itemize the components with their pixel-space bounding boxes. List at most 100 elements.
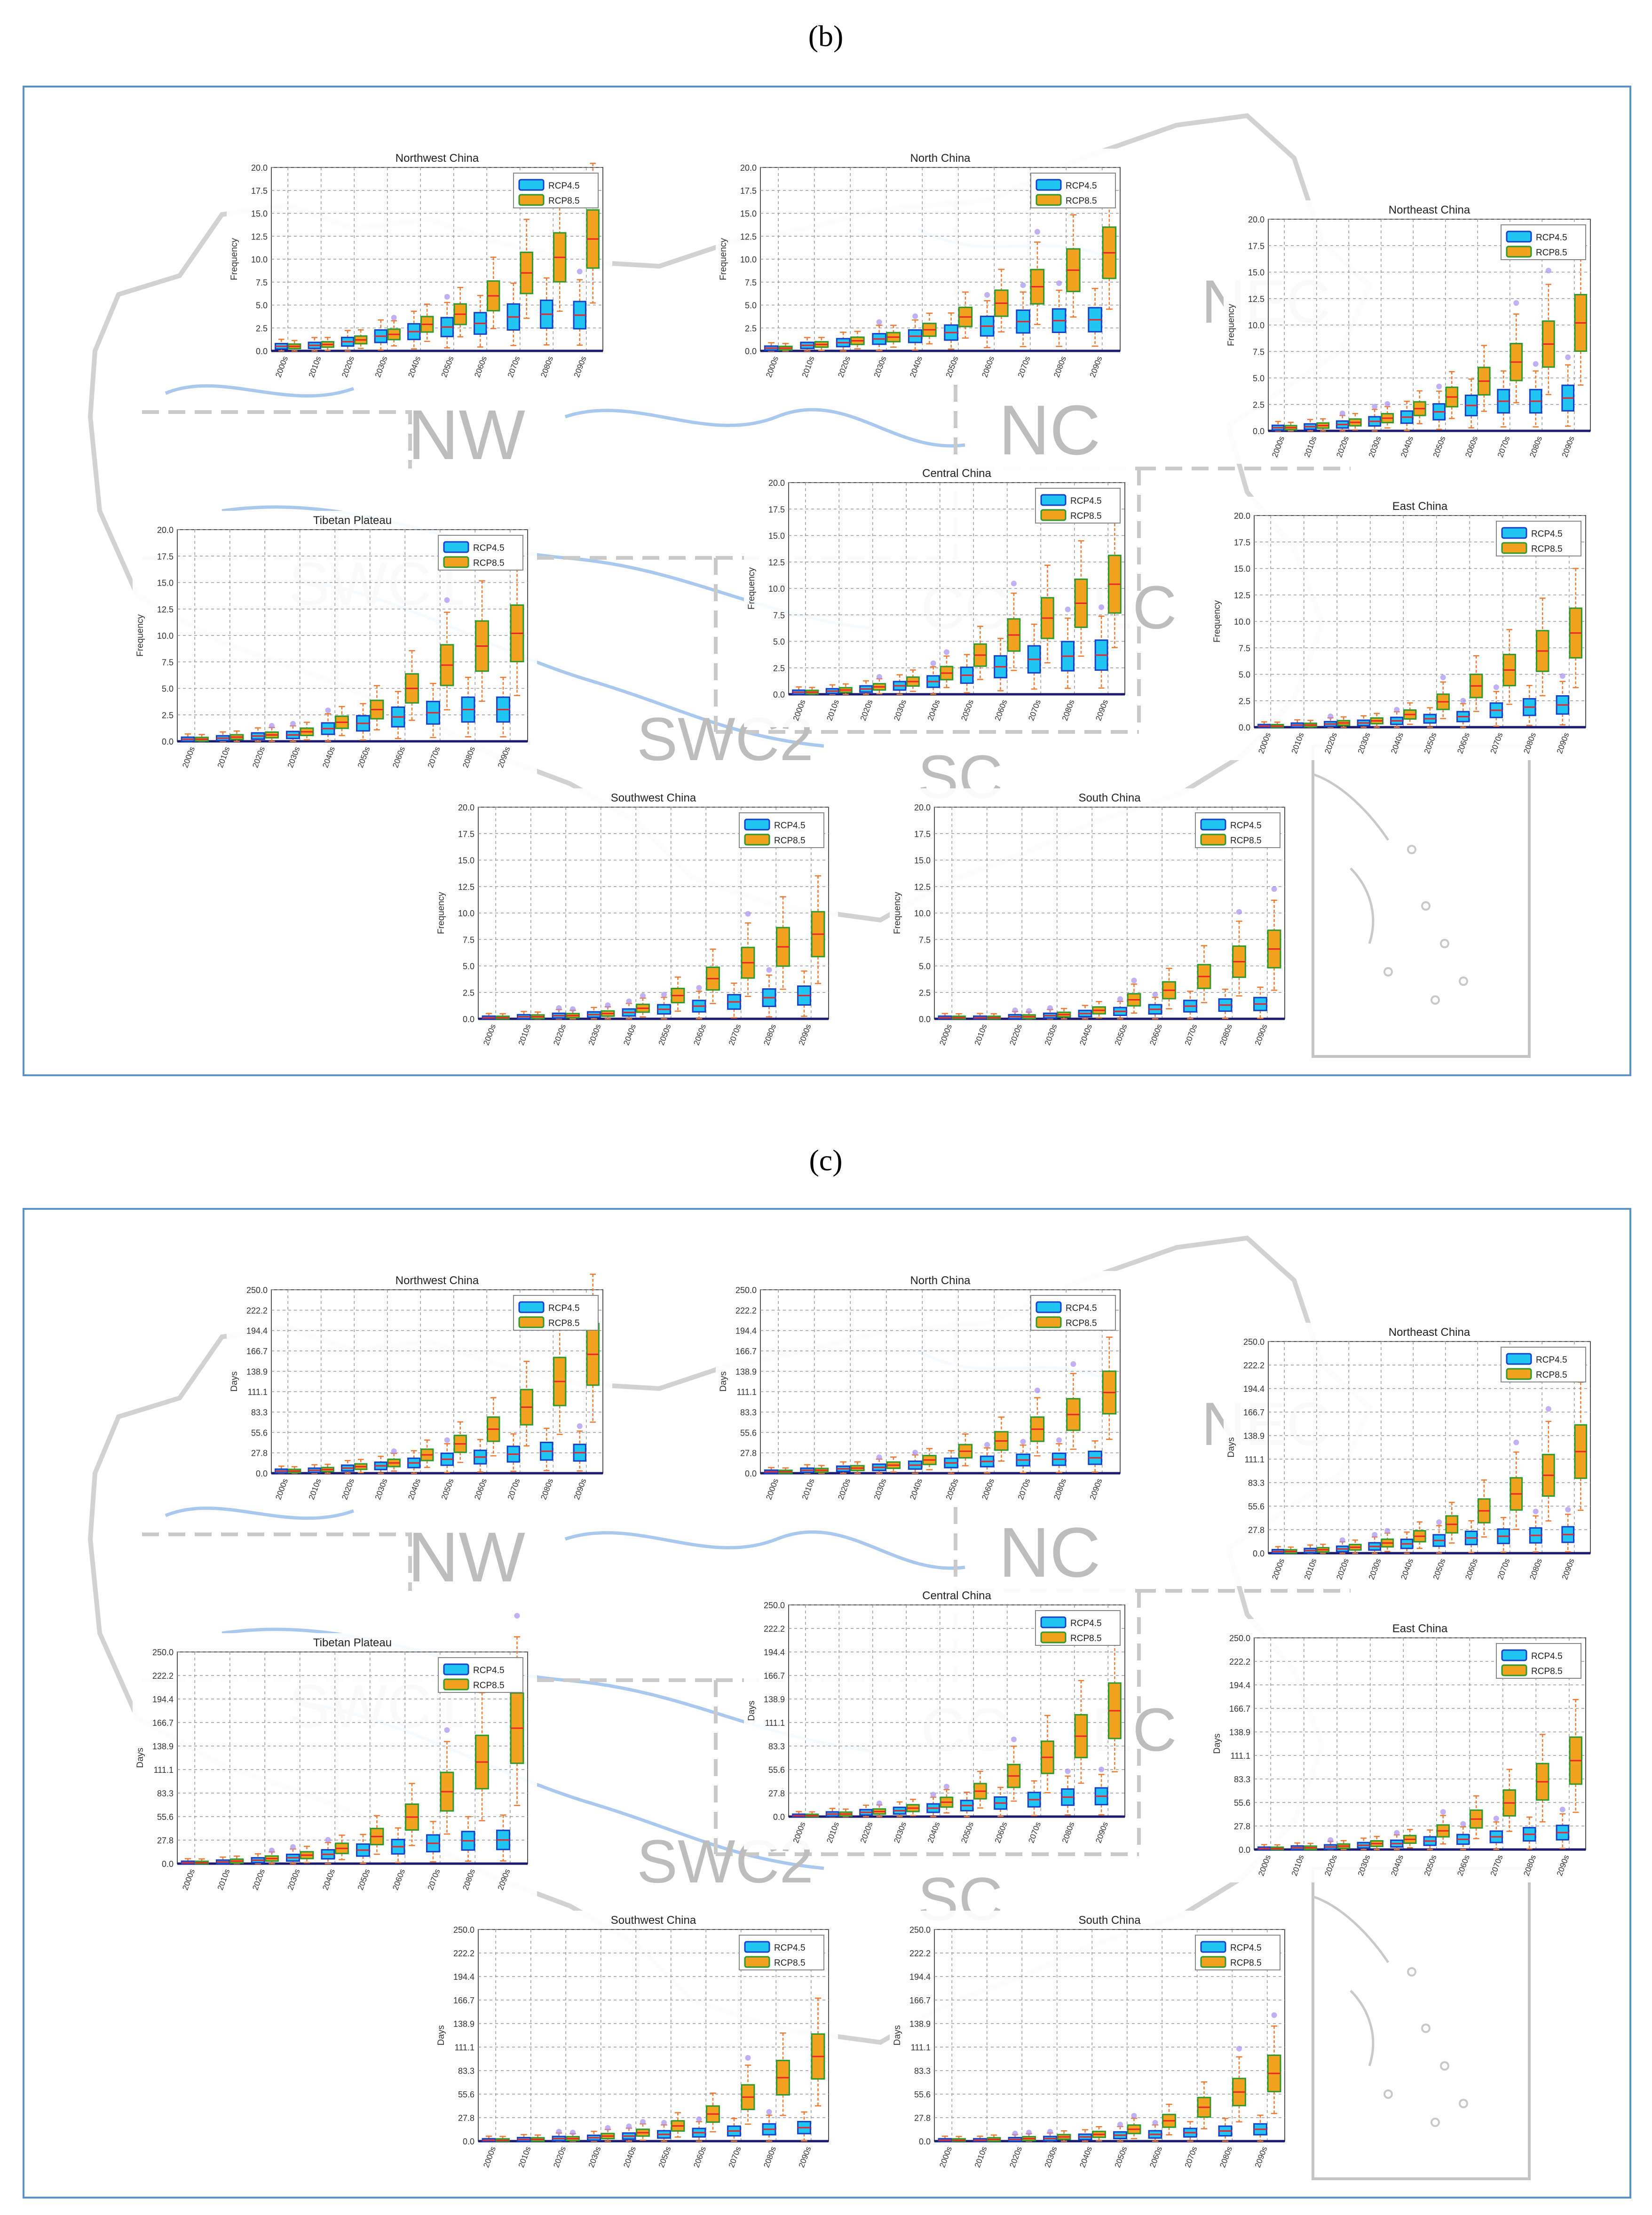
outlier-point bbox=[570, 1006, 576, 1012]
rcp85-box bbox=[566, 2129, 580, 2142]
legend-swatch bbox=[1501, 527, 1527, 539]
chart-title: Northwest China bbox=[395, 152, 479, 165]
outlier-point bbox=[1236, 2046, 1242, 2052]
rcp85-box bbox=[1370, 713, 1383, 728]
y-tick-label: 250.0 bbox=[152, 1648, 174, 1657]
outlier-point bbox=[1440, 1809, 1446, 1815]
rcp45-box bbox=[692, 985, 706, 1019]
y-tick-label: 10.0 bbox=[157, 631, 174, 641]
rcp45-box bbox=[1432, 383, 1446, 430]
outlier-point bbox=[1034, 229, 1040, 235]
rcp45-box bbox=[973, 1013, 987, 1020]
rcp45-box bbox=[1008, 1007, 1022, 1020]
legend-swatch bbox=[1200, 834, 1226, 846]
y-tick-label: 20.0 bbox=[458, 803, 474, 812]
outlier-point bbox=[1533, 361, 1539, 367]
rcp45-box bbox=[1523, 1816, 1536, 1850]
rcp45-box bbox=[1529, 361, 1542, 428]
rcp45-box bbox=[1113, 996, 1127, 1020]
y-tick-label: 222.2 bbox=[1229, 1657, 1250, 1667]
rcp85-box bbox=[1041, 564, 1054, 664]
rcp45-box bbox=[251, 1853, 265, 1865]
y-tick-label: 5.0 bbox=[1239, 670, 1250, 680]
y-tick-label: 17.5 bbox=[458, 829, 474, 839]
y-tick-label: 10.0 bbox=[768, 584, 785, 594]
rcp85-box bbox=[1057, 1008, 1071, 1020]
rcp85-box bbox=[1127, 2113, 1141, 2139]
rcp85-box bbox=[265, 723, 279, 742]
outlier-point bbox=[556, 1005, 562, 1011]
rcp45-box bbox=[356, 1834, 370, 1864]
outlier-point bbox=[1020, 282, 1026, 288]
chart-title: Northwest China bbox=[395, 1274, 479, 1287]
rcp45-box bbox=[1400, 400, 1414, 431]
y-tick-label: 83.3 bbox=[1234, 1775, 1250, 1784]
rcp85-box bbox=[706, 2092, 720, 2133]
rcp45-box bbox=[275, 339, 288, 352]
y-tick-label: 0.0 bbox=[773, 1812, 785, 1822]
y-tick-label: 2.5 bbox=[256, 324, 268, 333]
y-axis-label: Frequency bbox=[229, 238, 239, 280]
chart-southwest-china: 0.0 27.8 55.6 83.3 111.1 138.9 166.7 194.4 222.2… bbox=[434, 1911, 838, 2174]
outlier-point bbox=[391, 1448, 397, 1454]
outlier-point bbox=[1056, 280, 1062, 286]
legend: RCP4.5 RCP8.5 bbox=[1195, 1935, 1280, 1970]
legend-swatch bbox=[1035, 194, 1062, 206]
rcp45-box bbox=[356, 703, 370, 741]
region-label-nw: NW bbox=[408, 1517, 525, 1596]
rcp85-box bbox=[440, 1727, 454, 1835]
chart-title: East China bbox=[1392, 500, 1448, 513]
rcp85-box bbox=[288, 1466, 301, 1474]
y-tick-label: 166.7 bbox=[1229, 1704, 1250, 1714]
rcp85-box bbox=[778, 1467, 793, 1474]
y-tick-label: 166.7 bbox=[152, 1718, 174, 1728]
y-tick-label: 27.8 bbox=[157, 1836, 174, 1845]
legend-swatch bbox=[1200, 1956, 1226, 1968]
y-tick-label: 55.6 bbox=[157, 1812, 174, 1822]
y-tick-label: 222.2 bbox=[1243, 1361, 1265, 1370]
legend-swatch bbox=[1501, 1664, 1527, 1676]
y-tick-label: 83.3 bbox=[914, 2066, 931, 2076]
outlier-point bbox=[766, 2109, 772, 2115]
y-tick-label: 15.0 bbox=[251, 209, 268, 219]
y-tick-label: 194.4 bbox=[246, 1326, 268, 1336]
legend: RCP4.5 RCP8.5 bbox=[1496, 521, 1581, 556]
rcp45-box bbox=[1016, 1438, 1030, 1473]
rcp45-box bbox=[692, 2116, 706, 2142]
legend-label: RCP4.5 bbox=[473, 543, 505, 553]
chart-title: Central China bbox=[922, 1589, 991, 1602]
rcp85-box bbox=[1348, 1539, 1362, 1554]
y-tick-label: 17.5 bbox=[251, 186, 268, 196]
y-tick-label: 55.6 bbox=[251, 1428, 268, 1437]
y-tick-label: 138.9 bbox=[735, 1367, 757, 1376]
outlier-point bbox=[1236, 909, 1242, 915]
rcp45-box bbox=[461, 676, 475, 738]
outlier-point bbox=[1020, 1438, 1026, 1445]
legend: RCP4.5 RCP8.5 bbox=[1501, 224, 1586, 260]
rcp85-box bbox=[811, 875, 825, 984]
legend-swatch bbox=[1506, 230, 1532, 243]
legend: RCP4.5 RCP8.5 bbox=[438, 535, 523, 571]
rcp45-box bbox=[1489, 1816, 1503, 1850]
y-tick-label: 0.0 bbox=[1253, 1549, 1265, 1558]
y-tick-label: 0.0 bbox=[162, 737, 174, 746]
rcp85-box bbox=[1232, 2046, 1246, 2123]
legend-label: RCP4.5 bbox=[1070, 496, 1102, 506]
chart-east-china: 0.0 27.8 55.6 83.3 111.1 138.9 166.7 194.4 222.2… bbox=[1209, 1619, 1595, 1882]
outlier-point bbox=[1099, 1766, 1105, 1772]
rcp85-box bbox=[1284, 1546, 1297, 1554]
y-tick-label: 20.0 bbox=[740, 163, 757, 173]
rcp45-box bbox=[1523, 685, 1536, 726]
y-tick-label: 250.0 bbox=[1229, 1634, 1250, 1643]
rcp85-box bbox=[814, 1465, 829, 1474]
rcp85-box bbox=[1403, 1829, 1417, 1849]
rcp85-box bbox=[1569, 568, 1582, 689]
rcp45-box bbox=[1253, 986, 1267, 1019]
rcp45-box bbox=[1529, 1508, 1542, 1553]
rcp45-box bbox=[792, 1811, 806, 1818]
y-tick-label: 166.7 bbox=[909, 1996, 931, 2005]
rcp85-box bbox=[1304, 720, 1317, 728]
rcp85-box bbox=[1381, 401, 1394, 429]
rcp45-box bbox=[540, 1428, 553, 1471]
y-tick-label: 12.5 bbox=[740, 232, 757, 241]
